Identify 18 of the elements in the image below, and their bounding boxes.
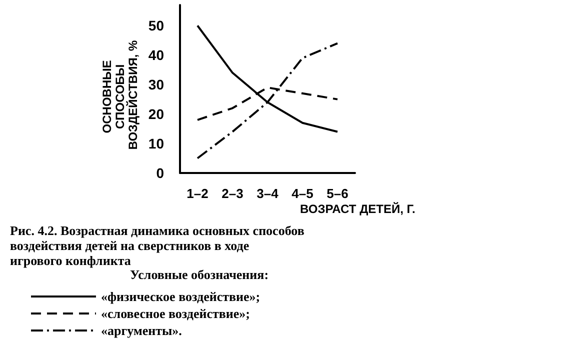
y-tick-label: 0 — [156, 165, 164, 181]
y-tick-label: 40 — [148, 47, 164, 64]
y-tick-label: 20 — [148, 106, 164, 122]
y-tick-label: 50 — [148, 18, 164, 34]
x-tick-label: 3–4 — [256, 186, 280, 201]
legend-title: Условные обозначения: — [130, 267, 269, 282]
y-tick-label: 30 — [148, 76, 164, 93]
x-tick-label: 1–2 — [186, 186, 208, 201]
x-tick-label: 2–3 — [222, 186, 244, 201]
legend-label: «физическое воздействие»; — [101, 289, 260, 304]
y-axis-title: ОСНОВНЫЕ СПОСОБЫ ВОЗДЕЙСТВИЯ, % — [100, 40, 140, 150]
x-axis-title: ВОЗРАСТ ДЕТЕЙ, Г. — [300, 202, 416, 216]
x-tick-label: 5–6 — [326, 186, 348, 201]
x-tick-label: 4–5 — [292, 186, 314, 201]
y-tick-label: 10 — [148, 136, 164, 152]
legend-label: «аргументы». — [101, 323, 182, 338]
text: Рис. 4.2. Возрастная динамика основных способов воздействия детей на сверстников в ходе игрового конфликта — [10, 223, 308, 268]
legend-label: «словесное воздействие»; — [101, 306, 250, 321]
